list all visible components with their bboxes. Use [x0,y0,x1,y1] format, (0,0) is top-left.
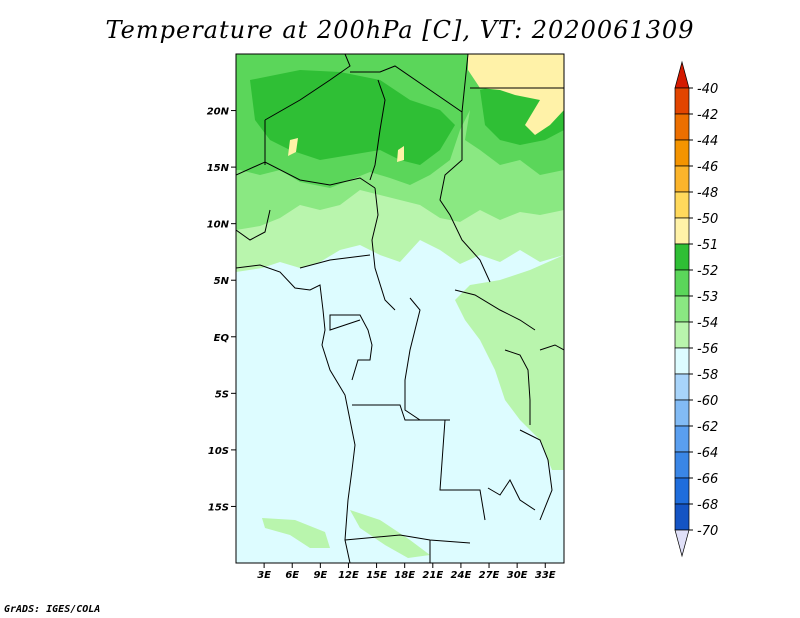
colorbar-swatch [674,425,690,453]
colorbar-bottom-arrow [674,529,690,558]
lat-tick-label: 10S [208,446,229,457]
lat-tick-label: EQ [214,333,230,344]
contour-fill-yellow-spot [288,138,298,156]
colorbar-swatch [674,451,690,479]
map-frame [235,53,565,564]
lon-tick-label: 15E [366,570,387,581]
contour-fill-lightgreen-south [350,510,430,558]
colorbar-top-arrow [674,60,690,89]
lat-tick-label: 15N [207,163,230,174]
contour-fill-lightgreen-sw [262,518,330,548]
map-panel [235,53,565,564]
lat-tick-label: 5N [214,276,230,287]
contour-fill-yellow [468,54,564,135]
colorbar-label: -70 [697,524,718,539]
contour-fill-darkgreen [250,70,455,165]
lon-axis: 3E 6E 9E 12E 15E 18E 21E 24E 27E 30E 33E [257,563,556,581]
lat-tick-label: 10N [207,220,230,231]
colorbar-swatch [674,321,690,349]
lon-tick-label: 21E [422,570,443,581]
lon-tick-label: 24E [451,570,472,581]
lon-tick-label: 12E [338,570,359,581]
colorbar-swatch [674,217,690,245]
lon-tick-label: 30E [507,570,528,581]
colorbar-label: -42 [697,108,718,123]
grads-credit: GrADS: IGES/COLA [4,604,101,615]
colorbar-label: -54 [697,316,718,331]
colorbar-label: -68 [697,498,718,513]
lon-tick-label: 18E [394,570,415,581]
country-borders [236,54,564,563]
lat-tick-label: 5S [215,389,229,400]
colorbar: -40 -42 -44 -46 -48 -50 -51 -52 -53 -54 -56 -58 -60 -… [674,60,718,558]
colorbar-label: -58 [697,368,718,383]
colorbar-label: -64 [697,446,718,461]
colorbar-swatch [674,191,690,219]
colorbar-swatch [674,113,690,141]
colorbar-swatch [674,139,690,167]
colorbar-swatch [674,373,690,401]
lon-tick-label: 6E [285,570,299,581]
lon-tick-label: 9E [313,570,327,581]
colorbar-label: -62 [697,420,718,435]
lat-tick-label: 15S [208,502,229,513]
colorbar-swatch [674,477,690,505]
contour-fill-lightgreen-east [455,255,564,470]
lat-tick-label: 20N [207,107,230,118]
lat-axis: 20N 15N 10N 5N EQ 5S 10S 15S [207,107,236,513]
lon-tick-label: 27E [479,570,500,581]
colorbar-label: -60 [697,394,718,409]
lon-tick-label: 3E [257,570,271,581]
contour-fill-yellow-spot2 [397,146,404,162]
colorbar-label: -48 [697,186,718,201]
colorbar-label: -44 [697,134,718,149]
colorbar-label: -53 [697,290,718,305]
lon-tick-label: 33E [535,570,556,581]
colorbar-label: -40 [697,82,718,97]
colorbar-label: -52 [697,264,718,279]
colorbar-swatch [674,347,690,375]
colorbar-swatch [674,295,690,323]
colorbar-label: -51 [697,238,718,253]
colorbar-label: -50 [697,212,718,227]
colorbar-swatch [674,503,690,531]
colorbar-swatch [674,269,690,297]
colorbar-label: -56 [697,342,718,357]
colorbar-swatch [674,87,690,115]
colorbar-label: -46 [697,160,718,175]
colorbar-swatch [674,243,690,271]
colorbar-label: -66 [697,472,718,487]
map-title: Temperature at 200hPa [C], VT: 202006130… [105,16,695,44]
colorbar-swatch [674,165,690,193]
colorbar-swatch [674,399,690,427]
